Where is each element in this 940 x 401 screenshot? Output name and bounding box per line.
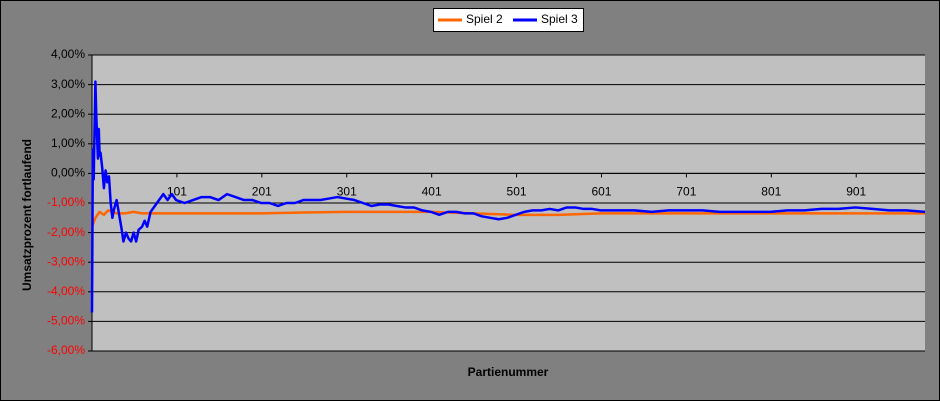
y-tick-label: -5,00% <box>47 314 85 328</box>
x-tick-label: 501 <box>507 185 527 199</box>
y-tick-label: 1,00% <box>51 136 85 150</box>
legend-label: Spiel 2 <box>466 12 503 26</box>
y-tick-label: 2,00% <box>51 106 85 120</box>
data-line <box>90 80 926 313</box>
y-tick-label: -6,00% <box>47 343 85 357</box>
legend <box>433 8 584 32</box>
y-tick-label: 0,00% <box>51 166 85 180</box>
x-tick-label: 601 <box>591 185 611 199</box>
x-tick-label: 901 <box>846 185 866 199</box>
x-tick-label: 301 <box>337 185 357 199</box>
y-tick-label: -3,00% <box>47 254 85 268</box>
x-tick-label: 801 <box>761 185 781 199</box>
x-axis-title: Partienummer <box>468 365 549 379</box>
y-tick-label: -2,00% <box>47 225 85 239</box>
x-tick-label: 401 <box>422 185 442 199</box>
x-tick-label: 201 <box>252 185 272 199</box>
y-tick-label: 4,00% <box>51 47 85 61</box>
y-tick-label: -4,00% <box>47 284 85 298</box>
y-tick-label: -1,00% <box>47 195 85 209</box>
data-line <box>90 209 925 228</box>
legend-label: Spiel 3 <box>541 12 578 26</box>
y-tick-label: 3,00% <box>51 77 85 91</box>
y-axis-title: Umsatzprozent fortlaufend <box>20 139 34 291</box>
x-tick-label: 701 <box>676 185 696 199</box>
